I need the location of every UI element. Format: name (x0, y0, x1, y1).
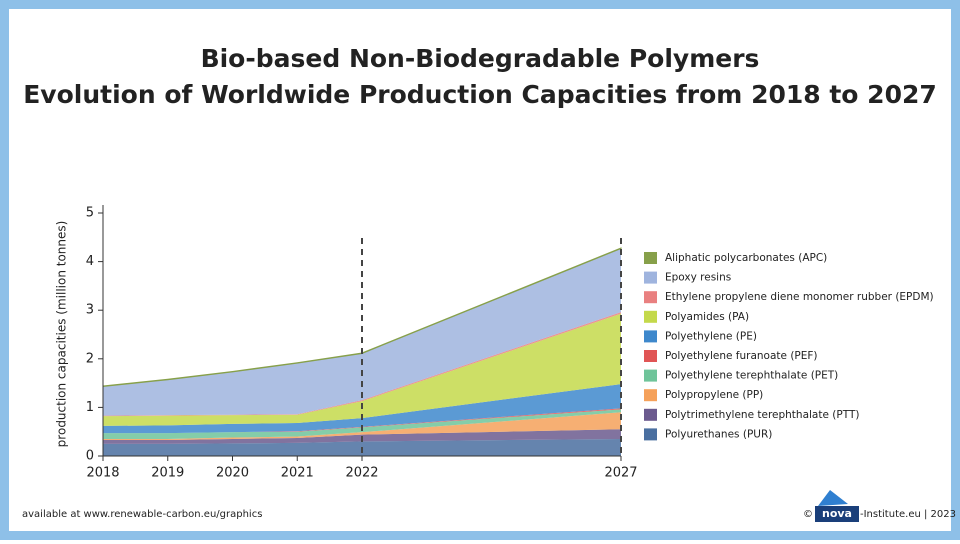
chart-subtitle: Evolution of Worldwide Production Capaci… (23, 80, 937, 109)
legend-swatch (644, 271, 657, 284)
legend-label: Polyethylene terephthalate (PET) (665, 370, 838, 382)
x-tick-label: 2022 (345, 466, 378, 481)
area (102, 247, 622, 388)
area (103, 248, 621, 416)
area (103, 384, 621, 434)
legend-swatch (644, 350, 657, 362)
legend-swatch (644, 389, 657, 402)
legend-label: Ethylene propylene diene monomer rubber … (665, 291, 934, 303)
x-tick-label: 2027 (604, 466, 637, 481)
legend-label: Polytrimethylene terephthalate (PTT) (665, 409, 859, 421)
y-tick-label: 5 (86, 206, 94, 221)
legend-label: Polyurethanes (PUR) (665, 428, 772, 440)
source: available at www.renewable-carbon.eu/gra… (22, 509, 262, 520)
copyright: © (803, 509, 813, 520)
legend-swatch (644, 330, 657, 343)
credit: -Institute.eu | 2023 (860, 509, 956, 520)
x-tick-label: 2021 (281, 466, 314, 481)
y-axis-label: production capacities (million tonnes) (55, 221, 69, 448)
legend-label: Epoxy resins (665, 272, 731, 284)
y-tick-label: 3 (86, 303, 94, 318)
legend-swatch (644, 310, 657, 323)
legend-label: Polyamides (PA) (665, 311, 749, 323)
legend-swatch (644, 291, 657, 304)
legend-label: Polyethylene (PE) (665, 330, 757, 342)
area (103, 409, 621, 439)
logo: nova (822, 507, 852, 520)
y-tick-label: 2 (86, 351, 94, 366)
logo-box (815, 506, 859, 522)
legend-label: Polyethylene furanoate (PEF) (665, 350, 818, 362)
legend-swatch (644, 408, 657, 421)
legend-label: Polypropylene (PP) (665, 389, 763, 401)
area (103, 412, 621, 440)
x-tick-label: 2020 (216, 466, 249, 481)
y-tick-label: 4 (86, 254, 94, 269)
x-tick-label: 2018 (86, 466, 119, 481)
chart-title: Bio-based Non-Biodegradable Polymers (201, 44, 760, 73)
legend-swatch (644, 252, 657, 264)
legend-swatch (644, 369, 657, 382)
area (103, 313, 621, 426)
y-tick-label: 1 (86, 400, 94, 415)
x-tick-label: 2019 (151, 466, 184, 481)
legend-swatch (644, 428, 657, 441)
legend-label: Aliphatic polycarbonates (APC) (665, 252, 827, 264)
y-tick-label: 0 (86, 449, 94, 464)
logo-shape (818, 490, 848, 506)
